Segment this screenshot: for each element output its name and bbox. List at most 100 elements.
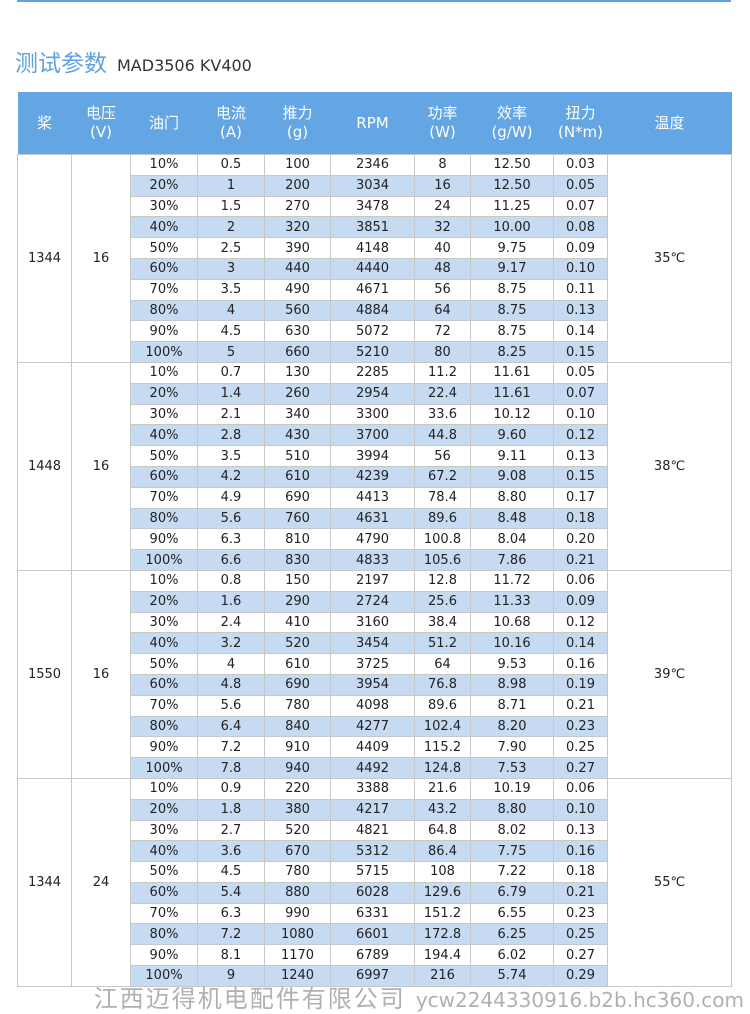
current-cell: 2.1 (197, 403, 265, 426)
power-cell: 12.8 (414, 569, 471, 592)
power-cell: 51.2 (414, 632, 471, 655)
torque-cell: 0.27 (553, 944, 608, 967)
rpm-cell: 3725 (330, 653, 415, 675)
rpm-cell: 6331 (330, 902, 415, 925)
efficiency-cell: 11.72 (470, 569, 554, 592)
throttle-cell: 30% (130, 195, 198, 218)
thrust-cell: 780 (264, 861, 331, 883)
current-cell: 2.7 (197, 819, 265, 842)
rpm-cell: 2197 (330, 569, 415, 592)
efficiency-cell: 8.04 (470, 528, 554, 551)
efficiency-cell: 7.22 (470, 861, 554, 883)
efficiency-cell: 5.74 (470, 965, 554, 987)
efficiency-cell: 10.00 (470, 216, 554, 239)
throttle-cell: 40% (130, 424, 198, 447)
throttle-cell: 80% (130, 923, 198, 946)
rpm-cell: 3388 (330, 777, 415, 800)
rpm-cell: 4884 (330, 299, 415, 322)
power-cell: 32 (414, 216, 471, 239)
throttle-cell: 30% (130, 611, 198, 634)
efficiency-cell: 8.25 (470, 341, 554, 363)
torque-cell: 0.14 (553, 632, 608, 655)
current-cell: 4.5 (197, 861, 265, 883)
thrust-cell: 150 (264, 569, 331, 592)
thrust-cell: 260 (264, 382, 331, 405)
thrust-cell: 1080 (264, 923, 331, 946)
thrust-cell: 130 (264, 361, 331, 384)
torque-cell: 0.27 (553, 757, 608, 779)
power-cell: 24 (414, 195, 471, 218)
table-row: 70% 5.6 780 4098 89.6 8.71 0.21 (18, 694, 732, 717)
throttle-cell: 40% (130, 632, 198, 655)
prop-cell: 1448 (17, 361, 72, 571)
torque-cell: 0.07 (553, 382, 608, 405)
rpm-cell: 5072 (330, 320, 415, 343)
throttle-cell: 90% (130, 320, 198, 343)
torque-cell: 0.16 (553, 840, 608, 863)
current-cell: 0.9 (197, 777, 265, 800)
torque-cell: 0.23 (553, 715, 608, 738)
rpm-cell: 3851 (330, 216, 415, 239)
rpm-cell: 6997 (330, 965, 415, 987)
thrust-cell: 380 (264, 798, 331, 821)
thrust-cell: 340 (264, 403, 331, 426)
rpm-cell: 4631 (330, 507, 415, 530)
thrust-cell: 880 (264, 881, 331, 904)
current-cell: 6.3 (197, 528, 265, 551)
efficiency-cell: 7.90 (470, 736, 554, 759)
efficiency-cell: 6.55 (470, 902, 554, 925)
rpm-cell: 5715 (330, 861, 415, 883)
power-cell: 102.4 (414, 715, 471, 738)
motor-model: MAD3506 KV400 (117, 56, 252, 75)
table-row: 20% 1.6 290 2724 25.6 11.33 0.09 (18, 590, 732, 613)
table-row: 30% 2.4 410 3160 38.4 10.68 0.12 (18, 611, 732, 634)
table-row: 100% 9 1240 6997 216 5.74 0.29 (18, 965, 732, 987)
rpm-cell: 2724 (330, 590, 415, 613)
throttle-cell: 50% (130, 445, 198, 467)
current-cell: 3.6 (197, 840, 265, 863)
table-row: 40% 2 320 3851 32 10.00 0.08 (18, 216, 732, 239)
efficiency-cell: 6.25 (470, 923, 554, 946)
current-cell: 2.5 (197, 237, 265, 259)
throttle-cell: 10% (130, 777, 198, 800)
efficiency-cell: 8.71 (470, 694, 554, 717)
throttle-cell: 30% (130, 819, 198, 842)
power-cell: 8 (414, 154, 471, 176)
power-cell: 48 (414, 257, 471, 280)
table-row: 80% 7.2 1080 6601 172.8 6.25 0.25 (18, 923, 732, 946)
current-cell: 4.5 (197, 320, 265, 343)
table-row: 70% 4.9 690 4413 78.4 8.80 0.17 (18, 486, 732, 509)
column-header: 功率 (W) (414, 92, 471, 155)
efficiency-cell: 9.53 (470, 653, 554, 675)
throttle-cell: 100% (130, 549, 198, 571)
power-cell: 56 (414, 278, 471, 301)
throttle-cell: 70% (130, 902, 198, 925)
power-cell: 105.6 (414, 549, 471, 571)
rpm-cell: 4821 (330, 819, 415, 842)
power-cell: 108 (414, 861, 471, 883)
column-header: 扭力 (N*m) (553, 92, 608, 155)
efficiency-cell: 6.79 (470, 881, 554, 904)
current-cell: 1.4 (197, 382, 265, 405)
rpm-cell: 4440 (330, 257, 415, 280)
thrust-cell: 410 (264, 611, 331, 634)
current-cell: 4.8 (197, 673, 265, 696)
power-cell: 129.6 (414, 881, 471, 904)
torque-cell: 0.15 (553, 465, 608, 488)
thrust-cell: 490 (264, 278, 331, 301)
rpm-cell: 4413 (330, 486, 415, 509)
rpm-cell: 6601 (330, 923, 415, 946)
throttle-cell: 60% (130, 881, 198, 904)
torque-cell: 0.21 (553, 549, 608, 571)
current-cell: 2 (197, 216, 265, 239)
throttle-cell: 60% (130, 465, 198, 488)
table-row: 20% 1.4 260 2954 22.4 11.61 0.07 (18, 382, 732, 405)
efficiency-cell: 8.80 (470, 798, 554, 821)
torque-cell: 0.14 (553, 320, 608, 343)
power-cell: 21.6 (414, 777, 471, 800)
rpm-cell: 6028 (330, 881, 415, 904)
throttle-cell: 50% (130, 237, 198, 259)
torque-cell: 0.09 (553, 237, 608, 259)
thrust-cell: 200 (264, 174, 331, 197)
table-row: 20% 1.8 380 4217 43.2 8.80 0.10 (18, 798, 732, 821)
